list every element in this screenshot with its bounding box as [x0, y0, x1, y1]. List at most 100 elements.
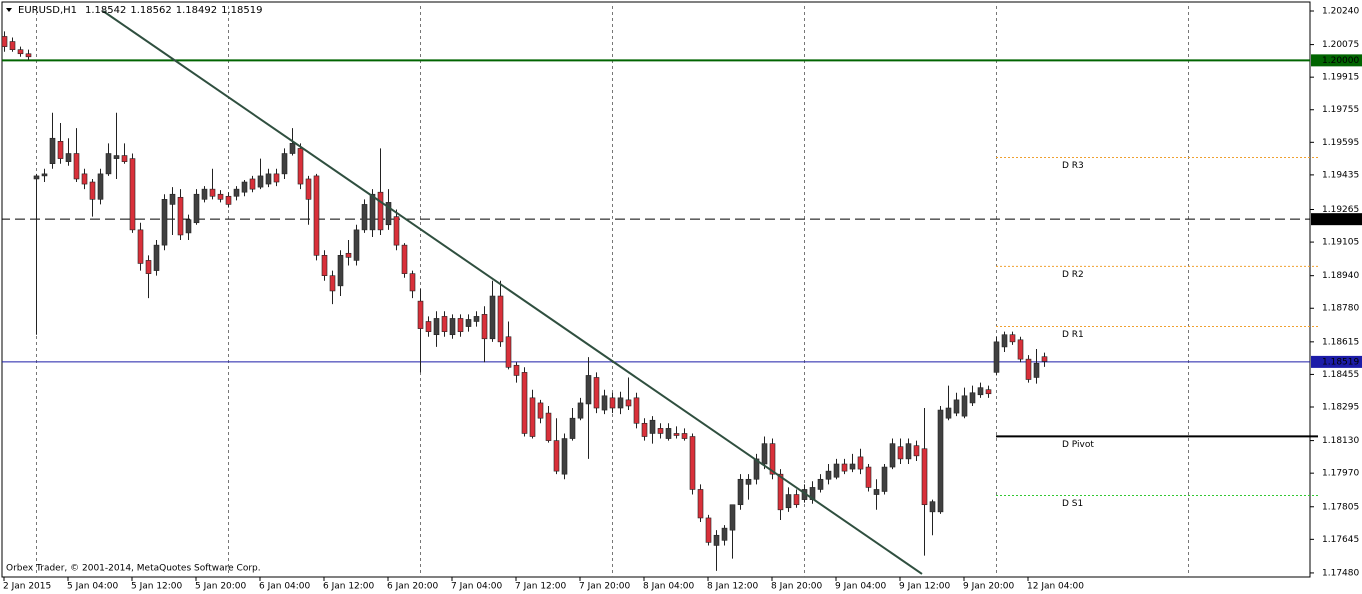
- candle-body: [1009, 334, 1016, 343]
- x-tick-label: 6 Jan 20:00: [387, 582, 439, 592]
- candle-body: [593, 377, 600, 409]
- trendline: [102, 10, 923, 575]
- candle-body: [633, 397, 640, 424]
- candle-body: [17, 49, 24, 55]
- candle-body: [617, 397, 624, 409]
- candle-body: [361, 204, 368, 231]
- candle-body: [225, 195, 232, 205]
- candle-body: [121, 155, 128, 162]
- candle-body: [433, 318, 440, 336]
- candle-body: [105, 153, 112, 175]
- y-tick-label: 1.17970: [1322, 469, 1359, 479]
- candle-body: [961, 395, 968, 417]
- symbol-header: EURUSD,H1 1.18542 1.18562 1.18492 1.18519: [18, 5, 262, 16]
- y-tick-label: 1.17480: [1322, 568, 1359, 578]
- candle-body: [57, 140, 64, 159]
- candle-body: [241, 181, 248, 193]
- candle-body: [289, 143, 296, 154]
- candle-body: [217, 193, 224, 200]
- candle-body: [329, 275, 336, 292]
- header-value: 1.18562: [130, 5, 171, 16]
- candle-body: [969, 392, 976, 404]
- candle-body: [761, 443, 768, 465]
- candle-body: [25, 53, 32, 58]
- candle-body: [889, 443, 896, 468]
- candle-body: [529, 397, 536, 437]
- x-tick-label: 8 Jan 12:00: [707, 582, 759, 592]
- candle-body: [417, 300, 424, 329]
- candle-body: [953, 399, 960, 414]
- candle-body: [113, 155, 120, 159]
- header-value: 1.18542: [85, 5, 126, 16]
- candle-body: [73, 153, 80, 180]
- menu-arrow[interactable]: [6, 8, 12, 12]
- candle-body: [33, 175, 40, 180]
- candle-body: [281, 153, 288, 175]
- candle-body: [473, 316, 480, 322]
- candle-body: [233, 188, 240, 197]
- candle-body: [185, 219, 192, 234]
- candle-body: [385, 202, 392, 226]
- y-tick-label: 1.18455: [1322, 370, 1359, 380]
- candle-body: [369, 193, 376, 231]
- x-tick-label: 9 Jan 20:00: [963, 582, 1015, 592]
- y-tick-label: 1.19755: [1322, 105, 1359, 115]
- candle-body: [873, 489, 880, 495]
- header-value: 1.18519: [221, 5, 262, 16]
- candle-body: [425, 321, 432, 332]
- candle-body: [169, 193, 176, 205]
- pivot-label: D R1: [1062, 330, 1084, 340]
- candle-body: [993, 341, 1000, 373]
- y-tick-label: 1.19915: [1322, 73, 1359, 83]
- candle-body: [521, 372, 528, 434]
- price-tag: [1311, 54, 1362, 67]
- candle-body: [97, 173, 104, 200]
- candle-body: [161, 199, 168, 246]
- candle-body: [345, 252, 352, 258]
- candle-body: [697, 489, 704, 519]
- candle-body: [841, 463, 848, 472]
- candle-body: [753, 458, 760, 480]
- candle-body: [401, 244, 408, 274]
- x-tick-label: 9 Jan 12:00: [899, 582, 951, 592]
- candle-body: [409, 273, 416, 292]
- x-tick-label: 9 Jan 04:00: [835, 582, 887, 592]
- candle-body: [561, 438, 568, 475]
- price-tag: [1311, 355, 1362, 368]
- candle-body: [545, 412, 552, 441]
- y-tick-label: 1.19265: [1322, 205, 1359, 215]
- candle-body: [81, 173, 88, 185]
- plot-frame: [1, 1, 1311, 578]
- candle-body: [209, 188, 216, 197]
- candle-body: [657, 428, 664, 434]
- x-tick-label: 8 Jan 04:00: [643, 582, 695, 592]
- candle-body: [601, 395, 608, 411]
- candle-body: [737, 478, 744, 506]
- candle-body: [129, 158, 136, 231]
- x-tick-label: 12 Jan 04:00: [1027, 582, 1084, 592]
- candle-body: [865, 466, 872, 488]
- candle-body: [505, 336, 512, 368]
- candle-body: [457, 318, 464, 332]
- candle-body: [497, 295, 504, 343]
- y-tick-label: 1.18780: [1322, 304, 1359, 314]
- candle-body: [713, 534, 720, 546]
- candle-body: [145, 260, 152, 274]
- candle-body: [681, 433, 688, 439]
- candle-body: [745, 478, 752, 485]
- candle-body: [441, 316, 448, 332]
- pivot-label: D S1: [1062, 499, 1083, 509]
- candle-body: [577, 402, 584, 419]
- candle-body: [609, 397, 616, 409]
- header-value: EURUSD,H1: [18, 5, 77, 16]
- price-tag-label: 1.19220: [1322, 215, 1359, 225]
- candle-body: [249, 178, 256, 190]
- candle-body: [673, 433, 680, 436]
- y-tick-label: 1.19595: [1322, 138, 1359, 148]
- candle-body: [297, 148, 304, 185]
- candle-body: [273, 173, 280, 183]
- candle-body: [193, 193, 200, 224]
- candle-body: [881, 466, 888, 492]
- candle-body: [777, 473, 784, 511]
